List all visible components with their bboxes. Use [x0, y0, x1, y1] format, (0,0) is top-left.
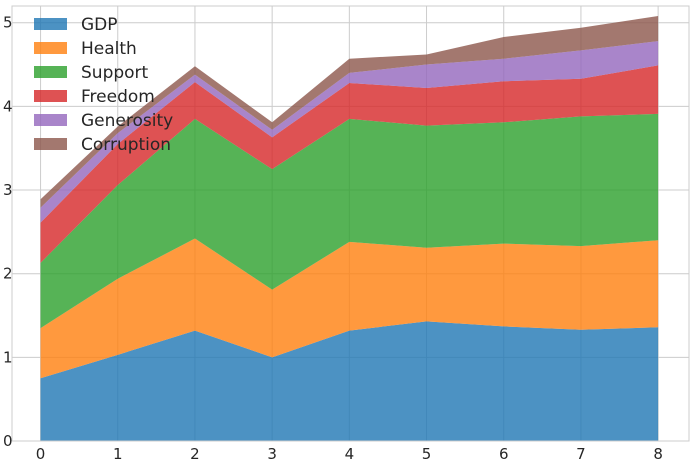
legend-swatch-gdp — [34, 18, 67, 30]
area-health — [40, 238, 659, 379]
x-tick-label: 7 — [576, 445, 586, 463]
x-tick-label: 4 — [345, 445, 355, 463]
legend: GDP Health Support Freedom Generosity Corrupt… — [34, 15, 173, 155]
plot-frame — [11, 5, 690, 442]
y-tick-label: 3 — [3, 181, 13, 199]
x-tick-label: 0 — [36, 445, 46, 463]
x-tick-label: 3 — [267, 445, 277, 463]
x-tick-label: 2 — [190, 445, 200, 463]
y-tick-label: 5 — [3, 14, 13, 32]
legend-swatch-corruption — [34, 138, 67, 150]
y-axis-ticks: 0 1 2 3 4 5 — [3, 14, 13, 450]
legend-label-support: Support — [81, 63, 149, 83]
legend-swatch-health — [34, 42, 67, 54]
legend-label-freedom: Freedom — [81, 87, 155, 107]
y-tick-label: 0 — [3, 432, 13, 450]
legend-swatch-support — [34, 66, 67, 78]
area-corruption — [40, 16, 659, 208]
y-tick-label: 2 — [3, 265, 13, 283]
area-generosity — [40, 41, 659, 223]
area-series — [40, 16, 659, 441]
x-tick-label: 1 — [113, 445, 123, 463]
x-tick-label: 5 — [422, 445, 432, 463]
legend-swatch-freedom — [34, 90, 67, 102]
x-tick-label: 8 — [653, 445, 663, 463]
legend-label-corruption: Corruption — [81, 135, 171, 155]
area-support — [40, 113, 659, 329]
y-tick-label: 1 — [3, 348, 13, 366]
legend-label-generosity: Generosity — [81, 111, 173, 131]
x-tick-label: 6 — [499, 445, 509, 463]
legend-label-gdp: GDP — [81, 15, 118, 35]
area-freedom — [40, 65, 659, 263]
y-tick-label: 4 — [3, 97, 13, 115]
legend-swatch-generosity — [34, 114, 67, 126]
area-gdp — [40, 321, 659, 441]
legend-label-health: Health — [81, 39, 137, 59]
x-axis-ticks: 0 1 2 3 4 5 6 7 8 — [36, 445, 663, 463]
